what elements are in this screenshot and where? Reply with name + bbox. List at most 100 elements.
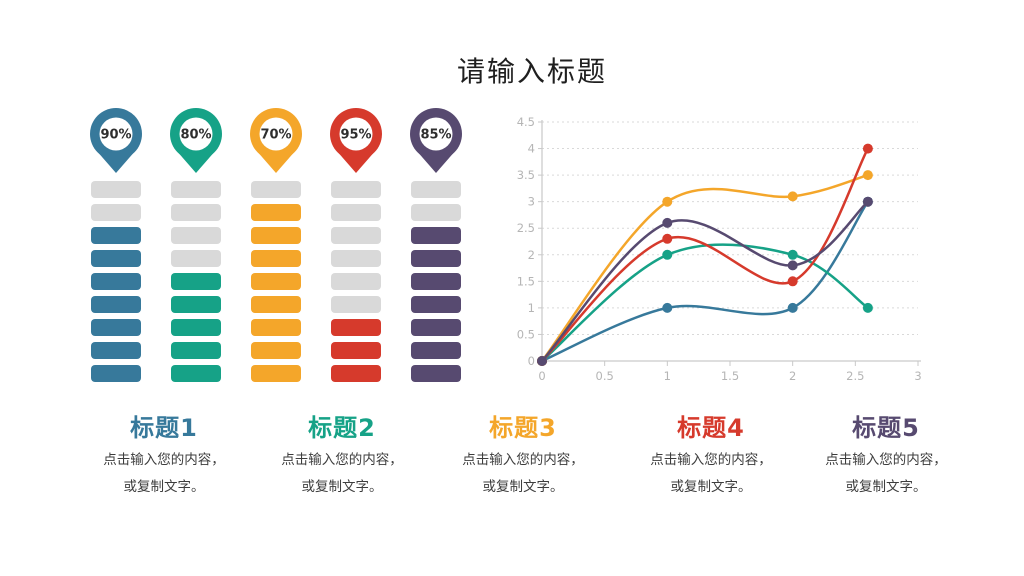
segment-bar-column-3 bbox=[251, 181, 301, 388]
pin-tip bbox=[174, 148, 218, 173]
pin-tip bbox=[414, 148, 458, 173]
caption-block-1[interactable]: 标题1 点击输入您的内容， 或复制文字。 bbox=[69, 414, 259, 501]
bar-segment-empty bbox=[171, 181, 221, 198]
bar-segment-empty bbox=[331, 204, 381, 221]
bar-segment-filled bbox=[171, 273, 221, 290]
location-pin-icon: 85% bbox=[410, 108, 462, 173]
data-point-purple-series bbox=[537, 356, 547, 366]
y-tick-label: 2 bbox=[528, 248, 535, 262]
caption-desc-line1[interactable]: 点击输入您的内容， bbox=[103, 451, 225, 468]
data-point-green-series bbox=[862, 302, 873, 313]
bar-segment-empty bbox=[411, 204, 461, 221]
pin-percent-label: 90% bbox=[100, 128, 131, 143]
bar-segment-filled bbox=[251, 319, 301, 336]
caption-desc-line2[interactable]: 或复制文字。 bbox=[482, 478, 564, 495]
caption-block-5[interactable]: 标题5 点击输入您的内容， 或复制文字。 bbox=[791, 414, 981, 501]
bar-segment-filled bbox=[251, 204, 301, 221]
location-pin-icon: 70% bbox=[250, 108, 302, 173]
data-point-red-series bbox=[787, 276, 798, 287]
location-pin-icon: 80% bbox=[170, 108, 222, 173]
caption-desc-line1[interactable]: 点击输入您的内容， bbox=[650, 451, 772, 468]
caption-desc-line2[interactable]: 或复制文字。 bbox=[123, 478, 205, 495]
y-tick-label: 0.5 bbox=[517, 327, 535, 341]
data-point-purple-series bbox=[787, 260, 798, 271]
y-tick-label: 4 bbox=[528, 142, 535, 156]
segment-bar-column-4 bbox=[331, 181, 381, 388]
slide-title-placeholder[interactable]: 请输入标题 bbox=[456, 55, 607, 88]
location-pin-icon: 95% bbox=[330, 108, 382, 173]
bar-segment-empty bbox=[171, 250, 221, 267]
data-point-red-series bbox=[662, 233, 673, 244]
caption-title[interactable]: 标题5 bbox=[852, 414, 920, 442]
caption-desc-line2[interactable]: 或复制文字。 bbox=[670, 478, 752, 495]
bar-segment-empty bbox=[331, 227, 381, 244]
pin-percent-label: 85% bbox=[420, 128, 451, 143]
bar-segment-filled bbox=[171, 296, 221, 313]
series-line-purple-series bbox=[540, 200, 870, 363]
series-line-orange-series bbox=[540, 173, 870, 363]
caption-title[interactable]: 标题1 bbox=[130, 414, 198, 442]
pin-inner-circle bbox=[179, 117, 213, 151]
location-pin-icon: 90% bbox=[90, 108, 142, 173]
x-tick-label: 0 bbox=[538, 369, 545, 383]
caption-desc-line2[interactable]: 或复制文字。 bbox=[301, 478, 383, 495]
pin-percent-label: 70% bbox=[260, 128, 291, 143]
bar-segment-filled bbox=[411, 250, 461, 267]
caption-block-3[interactable]: 标题3 点击输入您的内容， 或复制文字。 bbox=[428, 414, 618, 501]
y-tick-label: 1.5 bbox=[517, 274, 535, 288]
caption-desc-line1[interactable]: 点击输入您的内容， bbox=[462, 451, 584, 468]
bar-segment-filled bbox=[91, 342, 141, 359]
series-line-green-series bbox=[540, 243, 870, 363]
data-point-teal-series bbox=[662, 302, 673, 313]
bar-segment-filled bbox=[411, 365, 461, 382]
caption-title[interactable]: 标题4 bbox=[677, 414, 745, 442]
data-point-purple-series bbox=[662, 217, 673, 228]
y-tick-label: 2.5 bbox=[517, 221, 535, 235]
caption-title[interactable]: 标题2 bbox=[308, 414, 376, 442]
bar-segment-empty bbox=[171, 227, 221, 244]
bar-segment-filled bbox=[91, 273, 141, 290]
bar-segment-filled bbox=[251, 342, 301, 359]
caption-block-4[interactable]: 标题4 点击输入您的内容， 或复制文字。 bbox=[616, 414, 806, 501]
series-line-teal-series bbox=[540, 200, 870, 363]
bar-segment-empty bbox=[171, 204, 221, 221]
bar-segment-filled bbox=[331, 365, 381, 382]
data-point-purple-series bbox=[862, 196, 873, 207]
data-point-green-series bbox=[787, 249, 798, 260]
bar-segment-empty bbox=[331, 273, 381, 290]
line-chart: 0 0.5 1 1.5 2 2.5 3 3.5 4 4.5 0 0.5 1 1.5 2 2.5 3 bbox=[517, 115, 922, 383]
bar-segment-filled bbox=[411, 273, 461, 290]
caption-desc-line2[interactable]: 或复制文字。 bbox=[845, 478, 927, 495]
caption-block-2[interactable]: 标题2 点击输入您的内容， 或复制文字。 bbox=[247, 414, 437, 501]
y-tick-label: 1 bbox=[528, 301, 535, 315]
data-point-red-series bbox=[862, 143, 873, 154]
bar-segment-filled bbox=[91, 227, 141, 244]
data-point-orange-series bbox=[787, 191, 798, 202]
bar-segment-filled bbox=[91, 319, 141, 336]
x-tick-label: 1 bbox=[664, 369, 671, 383]
bar-segment-filled bbox=[171, 342, 221, 359]
caption-title[interactable]: 标题3 bbox=[489, 414, 557, 442]
caption-desc-line1[interactable]: 点击输入您的内容， bbox=[281, 451, 403, 468]
x-tick-label: 2.5 bbox=[846, 369, 864, 383]
data-point-teal-series bbox=[787, 302, 798, 313]
bar-segment-filled bbox=[251, 365, 301, 382]
pin-percent-label: 80% bbox=[180, 128, 211, 143]
y-tick-label: 0 bbox=[528, 354, 535, 368]
bar-segment-filled bbox=[331, 342, 381, 359]
caption-desc-line1[interactable]: 点击输入您的内容， bbox=[825, 451, 947, 468]
x-tick-label: 0.5 bbox=[596, 369, 614, 383]
y-tick-label: 3 bbox=[528, 195, 535, 209]
bar-segment-empty bbox=[331, 250, 381, 267]
x-tick-label: 3 bbox=[914, 369, 921, 383]
bar-segment-filled bbox=[411, 342, 461, 359]
bar-segment-filled bbox=[91, 250, 141, 267]
bar-segment-filled bbox=[91, 296, 141, 313]
bar-segment-filled bbox=[171, 365, 221, 382]
bar-segment-empty bbox=[331, 296, 381, 313]
bar-segment-empty bbox=[91, 181, 141, 198]
segment-bar-column-1 bbox=[91, 181, 141, 388]
bar-segment-empty bbox=[331, 181, 381, 198]
y-tick-label: 4.5 bbox=[517, 115, 535, 129]
